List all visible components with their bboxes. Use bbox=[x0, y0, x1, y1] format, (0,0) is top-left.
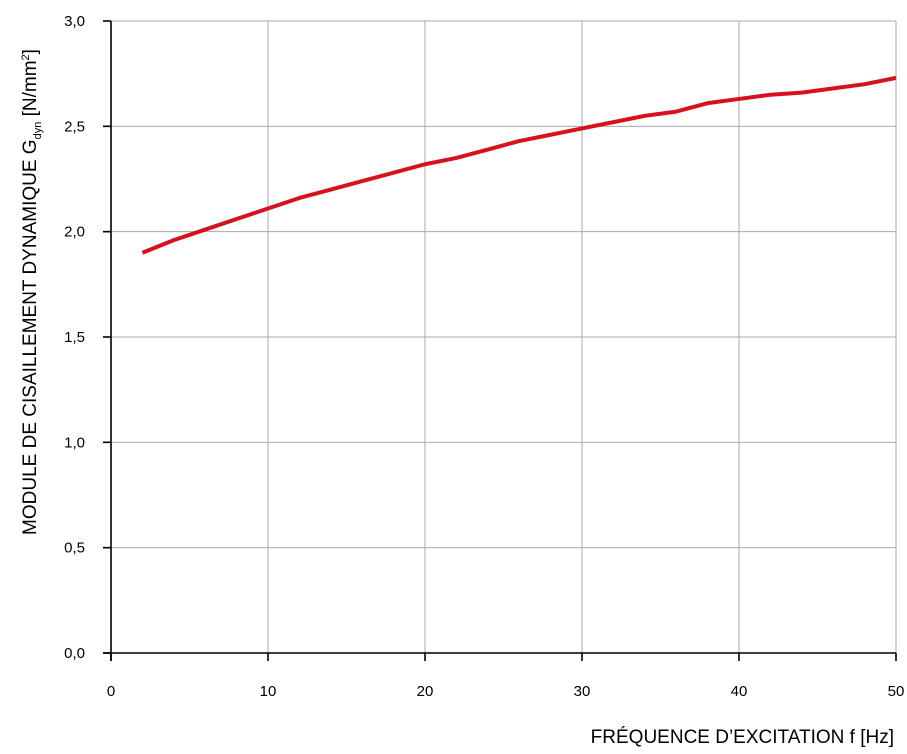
x-tick-label: 0 bbox=[107, 683, 115, 700]
y-axis-title-unit-superscript: 2 bbox=[20, 54, 32, 60]
y-tick-label: 2,0 bbox=[64, 224, 85, 241]
grid bbox=[111, 20, 897, 653]
y-tick-label: 1,5 bbox=[64, 329, 85, 346]
y-axis-title-subscript: dyn bbox=[32, 122, 44, 140]
y-axis-title-main: MODULE DE CISAILLEMENT DYNAMIQUE G bbox=[20, 139, 41, 535]
x-tick-label: 50 bbox=[888, 683, 905, 700]
y-tick-label: 0,0 bbox=[64, 645, 85, 662]
y-axis-title: MODULE DE CISAILLEMENT DYNAMIQUE Gdyn [N… bbox=[20, 49, 44, 535]
x-axis-title: FRÉQUENCE D’EXCITATION f [Hz] bbox=[591, 727, 894, 748]
x-tick-label: 20 bbox=[417, 683, 434, 700]
y-tick-label: 1,0 bbox=[64, 434, 85, 451]
tick-labels: 0 10 20 30 40 50 0,0 0,5 1,0 1,5 2,0 2,5 3,0 bbox=[64, 13, 904, 700]
y-axis-title-unit-suffix: ] bbox=[20, 49, 41, 54]
x-tick-label: 40 bbox=[731, 683, 748, 700]
data-series bbox=[141, 75, 897, 255]
y-tick-label: 3,0 bbox=[64, 13, 85, 30]
y-axis-title-unit-prefix: [N/mm bbox=[20, 60, 41, 116]
y-tick-label: 0,5 bbox=[64, 540, 85, 557]
series-line bbox=[141, 75, 897, 255]
y-tick-label: 2,5 bbox=[64, 118, 85, 135]
x-tick-label: 10 bbox=[260, 683, 277, 700]
axes bbox=[103, 20, 897, 661]
x-tick-label: 30 bbox=[574, 683, 591, 700]
